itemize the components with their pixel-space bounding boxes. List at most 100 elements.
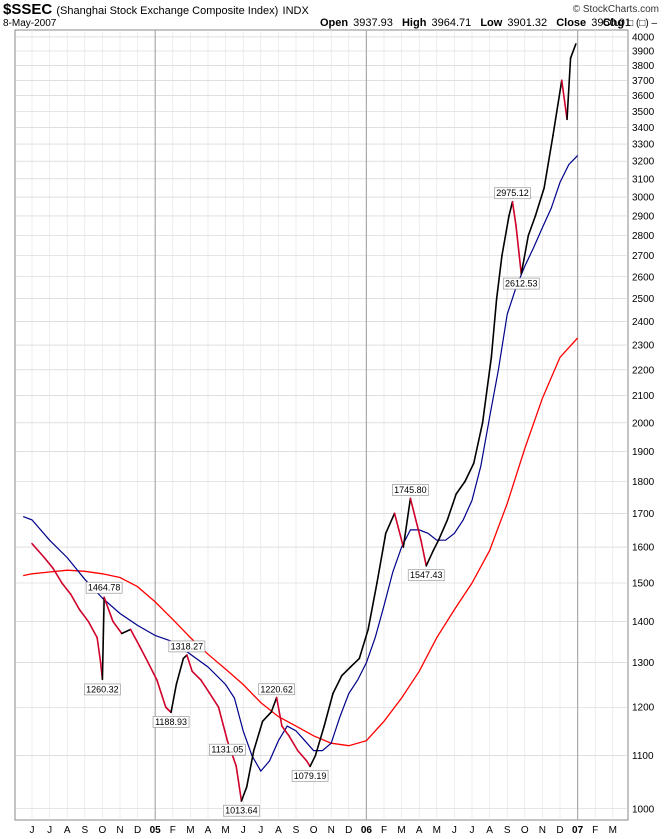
price-segment [520, 234, 530, 275]
y-tick-label: 1400 [632, 617, 655, 628]
y-tick-label: 2100 [632, 391, 655, 402]
y-tick-label: 4000 [632, 32, 655, 43]
price-segment [508, 200, 514, 217]
price-segment [99, 661, 104, 680]
legend-swatch-ma200 [16, 59, 24, 62]
price-segment [112, 620, 123, 635]
y-tick-label: 2900 [632, 211, 655, 222]
legend-ma200: MA(200) 2329.00 [16, 55, 129, 67]
price-segment [186, 654, 193, 673]
annotation-box [152, 716, 190, 728]
x-tick-label: S [504, 825, 511, 836]
low-value: 3901.32 [507, 17, 548, 29]
y-tick-label: 3600 [632, 91, 655, 102]
x-tick-label: A [275, 825, 282, 836]
price-segment [566, 57, 572, 121]
price-segment [490, 297, 498, 359]
x-tick-label: A [416, 825, 423, 836]
plot-area [14, 29, 629, 821]
x-tick-label: M [186, 825, 194, 836]
price-segment [252, 720, 264, 752]
price-segment [409, 497, 422, 541]
x-tick-label: O [99, 825, 107, 836]
price-segment [420, 539, 428, 567]
y-tick-label: 3700 [632, 76, 655, 87]
price-segment [129, 628, 141, 647]
price-segment [138, 645, 149, 664]
high-label: High [401, 17, 427, 29]
price-segment [332, 674, 343, 695]
close-value: 3950.01 [591, 17, 631, 29]
x-tick-label: S [293, 825, 300, 836]
price-segment [534, 187, 545, 217]
price-segment [402, 497, 412, 548]
price-segment [543, 134, 554, 189]
high-value: 3964.71 [431, 17, 472, 29]
price-segment [78, 608, 90, 623]
chart-header: $SSEC (Shanghai Stock Exchange Composite… [0, 0, 671, 30]
low-label: Low [480, 17, 503, 29]
annotation-box [258, 683, 295, 696]
price-segment [217, 706, 229, 742]
y-tick-label: 3000 [632, 193, 655, 204]
y-tick-label: 1700 [632, 509, 655, 520]
price-segment [69, 593, 81, 611]
price-segment [156, 679, 167, 709]
price-segment [275, 696, 283, 727]
price-segment [314, 725, 325, 757]
y-tick-label: 3400 [632, 123, 655, 134]
price-segment [226, 739, 237, 767]
price-segment [560, 79, 568, 121]
price-segment [281, 725, 290, 737]
y-tick-label: 1000 [632, 804, 655, 815]
ticker-title: $SSEC (Shanghai Stock Exchange Composite… [3, 1, 309, 18]
y-tick-label: 3800 [632, 61, 655, 72]
y-tick-label: 1200 [632, 703, 655, 714]
ticker-exchange: INDX [282, 5, 309, 17]
x-tick-label: A [205, 825, 212, 836]
annotation-box [84, 683, 121, 696]
y-tick-label: 2600 [632, 272, 655, 283]
price-segment [425, 549, 435, 567]
price-segment [87, 620, 98, 639]
y-tick-label: 3300 [632, 140, 655, 151]
open-label: Open [319, 17, 349, 29]
annotation-label: 1464.78 [88, 583, 121, 593]
annotation-box [223, 804, 260, 817]
price-segment [376, 532, 387, 584]
x-tick-label: M [221, 825, 229, 836]
y-tick-label: 1800 [632, 477, 655, 488]
annotation-label: 2612.53 [505, 279, 538, 289]
price-segment [288, 735, 299, 752]
x-tick-label: N [539, 825, 546, 836]
y-tick-label: 2700 [632, 251, 655, 262]
ticker-name: (Shanghai Stock Exchange Composite Index… [56, 5, 279, 17]
annotation-box [291, 769, 329, 782]
annotation-label: 1188.93 [155, 717, 187, 727]
price-segment [101, 596, 105, 680]
y-tick-label: 3100 [632, 174, 655, 185]
x-tick-label: J [258, 825, 263, 836]
y-tick-label: 1600 [632, 543, 655, 554]
annotation-label: 1131.05 [211, 745, 243, 755]
annotation-box [502, 277, 540, 290]
x-tick-label: J [30, 825, 35, 836]
ohlc-readout: Open 3937.93 High 3964.71 Low 3901.32 Cl… [320, 17, 631, 29]
price-segment [103, 596, 114, 623]
legend-swatch-ma50 [16, 47, 24, 50]
x-tick-label: A [64, 825, 71, 836]
price-segment [527, 215, 537, 237]
price-segment [170, 683, 178, 714]
y-tick-label: 1900 [632, 447, 655, 458]
price-segment [270, 696, 278, 713]
price-segment [245, 749, 255, 788]
x-tick-label: S [81, 825, 88, 836]
price-segment [358, 628, 369, 660]
x-tick-label: 05 [150, 825, 162, 836]
annotation-box [392, 484, 429, 496]
price-segment [191, 670, 202, 681]
y-tick-label: 3900 [632, 47, 655, 58]
price-segment [432, 539, 440, 552]
x-tick-label: A [486, 825, 493, 836]
price-segment [393, 512, 405, 548]
